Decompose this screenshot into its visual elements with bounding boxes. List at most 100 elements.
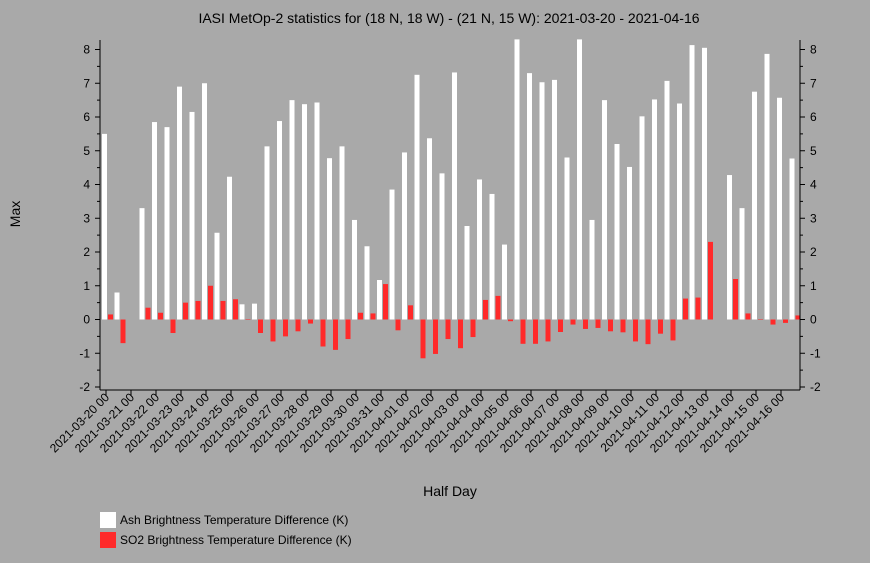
so2-bar [533,319,538,344]
ash-bar [327,158,332,320]
ash-bar [589,219,595,320]
so2-bar [308,319,313,324]
so2-bar [420,319,426,359]
ash-bar [339,146,345,320]
ash-bar [552,79,557,320]
ash-bar [789,158,795,320]
ash-bar [677,103,682,320]
ash-bar [202,83,207,320]
so2-bar [558,319,563,332]
ash-bar [502,244,507,320]
y-tick-label-left: 2 [83,245,90,259]
y-tick-label-left: 8 [83,43,90,57]
y-tick-label-right: -1 [810,346,821,360]
legend-label-ash: Ash Brightness Temperature Difference (K… [120,513,349,527]
ash-bar [377,280,382,320]
so2-bar [770,319,776,325]
ash-bar [527,73,532,320]
ash-bar [252,303,257,320]
ash-bar [214,232,220,320]
y-tick-label-right: 2 [810,245,817,259]
so2-bar [683,298,688,320]
so2-bar [795,315,801,320]
so2-bar [145,307,151,320]
so2-bar [458,319,463,349]
so2-bar [245,319,251,320]
y-tick-label-right: 4 [810,178,817,192]
so2-bar [708,241,713,320]
ash-bar [277,121,282,320]
y-tick-label-left: 6 [83,110,90,124]
ash-bar [177,86,182,320]
ash-bar [514,39,520,320]
so2-bar [670,319,676,341]
ash-bar [139,208,145,320]
so2-bar [633,319,638,342]
y-tick-label-left: 5 [83,144,90,158]
legend-swatch-so2 [100,532,116,548]
ash-bar [364,246,370,320]
legend: Ash Brightness Temperature Difference (K… [100,512,352,552]
so2-bar [295,319,301,332]
ash-bar [489,193,495,320]
y-tick-label-right: -2 [810,380,821,394]
so2-bar [570,319,576,325]
y-tick-label-right: 7 [810,76,817,90]
so2-bar [208,285,213,320]
so2-bar [545,319,551,342]
ash-bar [439,173,445,320]
so2-bar [108,314,113,320]
ash-bar [314,102,320,320]
so2-bar [233,299,238,320]
legend-swatch-ash [100,512,116,528]
ash-bar [739,208,745,320]
ash-bar [577,39,582,320]
so2-bar [433,319,438,354]
y-tick-label-right: 1 [810,279,817,293]
ash-bar [164,127,170,320]
y-tick-label-left: 7 [83,76,90,90]
ash-bar [227,176,232,320]
ash-bar [702,47,707,320]
y-tick-label-right: 8 [810,43,817,57]
ash-bar [414,74,420,320]
ash-bar [114,292,120,320]
so2-bar [258,319,263,333]
legend-item-so2: SO2 Brightness Temperature Difference (K… [100,532,352,548]
ash-bar [627,166,632,320]
y-tick-label-left: 1 [83,279,90,293]
y-tick-label-left: -2 [79,380,90,394]
so2-bar [783,319,788,323]
so2-bar [283,319,288,337]
so2-bar [645,319,651,345]
y-tick-label-right: 0 [810,313,817,327]
so2-bar [733,279,738,320]
so2-bar [695,297,701,320]
so2-bar [595,319,601,328]
ash-bar [727,175,732,320]
ash-bar [239,304,245,320]
y-tick-label-right: 3 [810,211,817,225]
y-axis-label: Max [7,201,23,227]
x-axis-label: Half Day [423,483,477,499]
ash-bar [564,157,570,320]
ash-bar [102,133,107,320]
so2-bar [358,312,363,320]
so2-bar [345,319,351,340]
chart-title: IASI MetOp-2 statistics for (18 N, 18 W)… [198,10,699,26]
so2-bar [158,312,163,320]
so2-bar [383,284,388,320]
y-tick-label-left: -1 [79,346,90,360]
ash-bar [614,144,620,320]
ash-bar [639,116,645,320]
ash-bar [602,100,607,320]
ash-bar [777,97,782,320]
ash-bar [152,122,157,320]
y-tick-label-left: 4 [83,178,90,192]
ash-bar [402,152,407,320]
so2-bar [120,319,126,344]
so2-bar [508,319,513,322]
ash-bar [764,53,770,320]
